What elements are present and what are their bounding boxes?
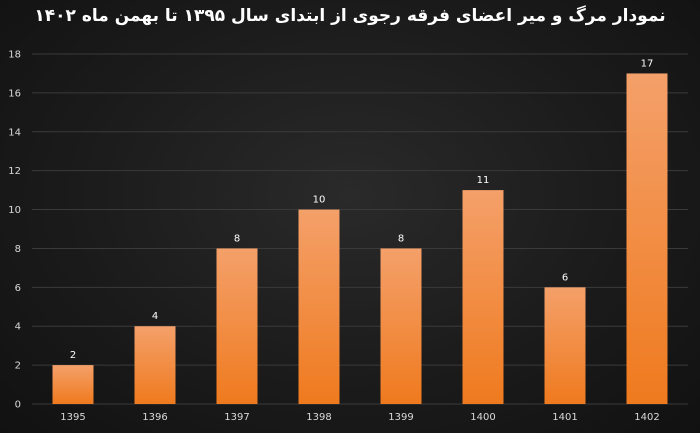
bar <box>216 248 258 404</box>
y-tick-label: 8 <box>15 244 21 255</box>
x-tick-label: 1397 <box>224 412 249 423</box>
data-label: 11 <box>477 175 490 186</box>
x-tick-label: 1398 <box>306 412 331 423</box>
bar <box>134 326 176 404</box>
x-tick-label: 1400 <box>470 412 495 423</box>
y-tick-label: 12 <box>8 166 21 177</box>
data-label: 10 <box>313 195 326 206</box>
gridlines <box>32 53 688 405</box>
data-label: 2 <box>70 350 76 361</box>
y-tick-label: 16 <box>8 88 21 99</box>
x-tick-label: 1401 <box>552 412 577 423</box>
bar <box>380 248 422 404</box>
x-tick-label: 1395 <box>60 412 85 423</box>
x-tick-label: 1396 <box>142 412 167 423</box>
bar <box>298 209 340 404</box>
y-tick-label: 4 <box>15 322 21 333</box>
bar <box>626 73 668 404</box>
data-labels: 2 4 8 10 8 11 6 17 <box>70 58 654 361</box>
y-tick-label: 10 <box>8 205 21 216</box>
data-label: 17 <box>641 58 654 69</box>
bar <box>52 365 94 404</box>
data-label: 6 <box>562 272 568 283</box>
data-label: 8 <box>234 233 240 244</box>
chart-title: نمودار مرگ و میر اعضای فرقه رجوی از ابتد… <box>34 6 666 26</box>
bar <box>544 287 586 404</box>
bar <box>462 190 504 404</box>
x-axis-ticks: 1395 1396 1397 1398 1399 1400 1401 1402 <box>60 412 659 423</box>
bars <box>52 73 668 404</box>
y-tick-label: 0 <box>15 400 21 411</box>
y-tick-label: 14 <box>8 127 21 138</box>
y-axis-ticks: 0 2 4 6 8 10 12 14 16 18 <box>8 50 21 411</box>
x-tick-label: 1399 <box>388 412 413 423</box>
y-tick-label: 6 <box>15 283 21 294</box>
y-tick-label: 2 <box>15 361 21 372</box>
x-tick-label: 1402 <box>634 412 659 423</box>
data-label: 4 <box>152 311 158 322</box>
y-tick-label: 18 <box>8 50 21 61</box>
data-label: 8 <box>398 233 404 244</box>
